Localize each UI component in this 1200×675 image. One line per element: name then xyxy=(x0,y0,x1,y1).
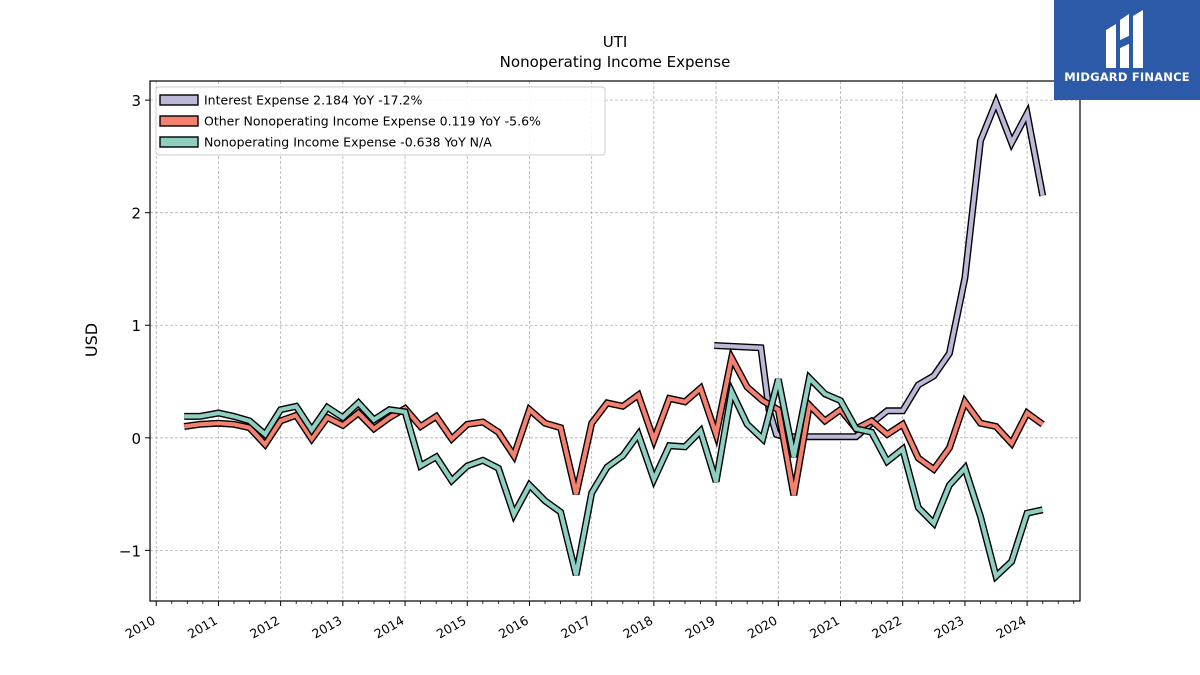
x-tick-label: 2024 xyxy=(994,613,1029,642)
legend-label: Interest Expense 2.184 YoY -17.2% xyxy=(204,93,422,108)
x-tick-label: 2016 xyxy=(496,613,531,642)
brand-mark-icon xyxy=(1106,10,1143,68)
y-tick-label: 0 xyxy=(131,430,141,448)
y-tick-label: 1 xyxy=(131,317,141,335)
x-tick-label: 2019 xyxy=(683,613,718,642)
x-tick-label: 2011 xyxy=(185,613,220,642)
x-tick-label: 2013 xyxy=(309,613,344,642)
legend: Interest Expense 2.184 YoY -17.2% Other N… xyxy=(155,86,606,156)
brand-logo: MIDGARD FINANCE xyxy=(1054,0,1200,100)
x-tick-label: 2012 xyxy=(247,613,282,642)
x-tick-label: 2018 xyxy=(620,613,655,642)
chart-title: UTI xyxy=(603,33,628,51)
x-tick-label: 2015 xyxy=(434,613,469,642)
x-tick-label: 2017 xyxy=(558,613,593,642)
series-outline xyxy=(714,92,1047,441)
chart-subtitle: Nonoperating Income Expense xyxy=(500,53,731,71)
legend-box xyxy=(155,86,606,156)
legend-label: Nonoperating Income Expense -0.638 YoY N… xyxy=(204,135,492,150)
x-tick-label: 2022 xyxy=(869,613,904,642)
legend-swatch xyxy=(159,94,199,106)
x-tick-label: 2010 xyxy=(123,613,158,642)
axis-ticks: 2010 2011 2012 2013 2014 2015 2016 2017 2018 2019… xyxy=(119,92,1075,642)
series-line xyxy=(184,373,1044,581)
series-lines xyxy=(183,92,1047,583)
plot-frame xyxy=(149,80,1081,602)
y-axis-label: USD xyxy=(82,323,101,357)
y-tick-label: −1 xyxy=(119,542,141,560)
grid-lines xyxy=(150,81,1080,601)
x-tick-label: 2021 xyxy=(807,613,842,642)
y-tick-label: 2 xyxy=(131,205,141,223)
legend-swatch xyxy=(159,136,199,148)
x-tick-label: 2020 xyxy=(745,613,780,642)
x-tick-label: 2023 xyxy=(931,613,966,642)
legend-swatch xyxy=(159,115,199,127)
series-line xyxy=(183,351,1044,496)
brand-name: MIDGARD FINANCE xyxy=(1064,70,1190,84)
y-tick-label: 3 xyxy=(131,92,141,110)
x-tick-label: 2014 xyxy=(371,613,406,642)
legend-label: Other Nonoperating Income Expense 0.119 … xyxy=(204,114,541,129)
